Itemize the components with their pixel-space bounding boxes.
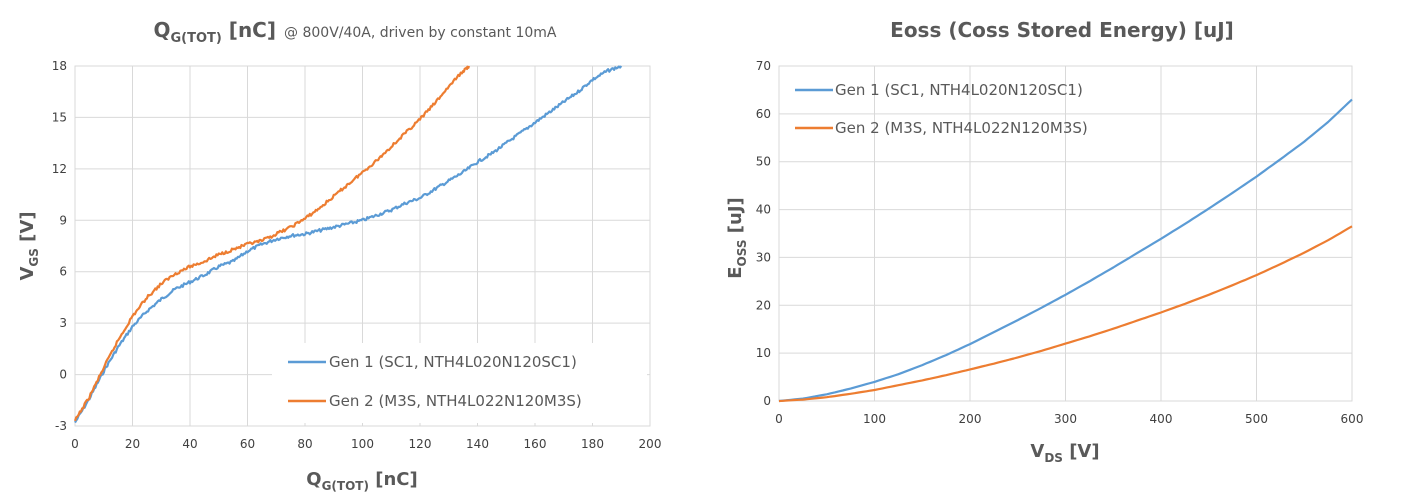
c2-y-tick-label: 10 — [756, 346, 771, 360]
chart2-series — [778, 98, 1353, 403]
chart1-title-main: Q — [153, 18, 170, 42]
chart1-y-axis-label: VGS [V] — [17, 211, 41, 280]
chart1-legend-box — [272, 343, 647, 423]
c1-x-tick-label: 20 — [125, 437, 140, 451]
c2-y-tick-label: 30 — [756, 250, 771, 264]
chart2-y-ticks: 0 10 20 30 40 50 60 70 — [756, 59, 771, 408]
c1-series-line-2 — [73, 65, 470, 422]
c2-x-tick-label: 600 — [1341, 412, 1364, 426]
chart1-y-ticks: -3 0 3 6 9 12 15 18 — [52, 59, 67, 433]
c1-x-tick-label: 40 — [182, 437, 197, 451]
c1-x-tick-label: 160 — [524, 437, 547, 451]
c1-x-tick-label: 60 — [240, 437, 255, 451]
chart2-x-ticks: 0 100 200 300 400 500 600 — [775, 412, 1363, 426]
c1-series-line-1 — [74, 65, 623, 424]
c2-y-tick-label: 70 — [756, 59, 771, 73]
chart1-legend-label-gen2: Gen 2 (M3S, NTH4L022N120M3S) — [329, 392, 582, 410]
chart2-title: Eoss (Coss Stored Energy) [uJ] — [890, 18, 1234, 42]
c1-y-tick-label: 6 — [59, 265, 67, 279]
c2-series-line-2 — [778, 225, 1353, 403]
c1-y-tick-label: 15 — [52, 110, 67, 124]
chart2-xlabel-suffix: [V] — [1063, 441, 1100, 462]
c1-y-tick-label: 9 — [59, 213, 67, 227]
chart1-x-axis-label: QG(TOT) [nC] — [306, 469, 417, 493]
chart2-legend-label-gen1: Gen 1 (SC1, NTH4L020N120SC1) — [835, 81, 1083, 99]
chart1-x-ticks: 0 20 40 60 80 100 120 140 160 180 200 — [71, 437, 661, 451]
c2-y-tick-label: 0 — [763, 394, 771, 408]
chart1-title-note: @ 800V/40A, driven by constant 10mA — [284, 25, 557, 41]
chart2-legend-label-gen2: Gen 2 (M3S, NTH4L022N120M3S) — [835, 119, 1088, 137]
chart1-gridlines — [74, 65, 651, 427]
c1-y-tick-label: -3 — [55, 419, 67, 433]
c1-x-tick-label: 180 — [581, 437, 604, 451]
chart1-ylabel-main: V — [17, 267, 38, 281]
chart2-gridlines — [778, 65, 1353, 402]
chart1-title-suffix: [nC] — [222, 18, 276, 42]
c2-x-tick-label: 200 — [959, 412, 982, 426]
c2-series-line-1 — [778, 98, 1353, 403]
chart2-legend: Gen 1 (SC1, NTH4L020N120SC1) Gen 2 (M3S,… — [795, 81, 1088, 137]
chart1-title-sub: G(TOT) — [171, 31, 222, 46]
chart1-title: QG(TOT) [nC] @ 800V/40A, driven by consta… — [153, 18, 556, 46]
c2-y-tick-label: 40 — [756, 203, 771, 217]
gate-charge-chart: QG(TOT) [nC] @ 800V/40A, driven by consta… — [17, 18, 661, 493]
c2-y-tick-label: 50 — [756, 155, 771, 169]
c2-x-tick-label: 500 — [1245, 412, 1268, 426]
chart1-xlabel-sub: G(TOT) — [322, 479, 369, 493]
chart2-ylabel-main: E — [725, 266, 746, 278]
c1-x-tick-label: 100 — [351, 437, 374, 451]
chart2-ylabel-sub: OSS — [735, 239, 749, 266]
c1-x-tick-label: 80 — [297, 437, 312, 451]
chart1-series — [73, 65, 623, 424]
chart1-ylabel-sub: GS — [27, 248, 41, 267]
c2-y-tick-label: 20 — [756, 298, 771, 312]
c1-x-tick-label: 200 — [639, 437, 662, 451]
c2-x-tick-label: 300 — [1054, 412, 1077, 426]
c1-y-tick-label: 12 — [52, 162, 67, 176]
c1-x-tick-label: 0 — [71, 437, 79, 451]
chart2-xlabel-main: V — [1030, 441, 1044, 462]
c1-y-tick-label: 0 — [59, 368, 67, 382]
c1-x-tick-label: 140 — [466, 437, 489, 451]
c2-x-tick-label: 400 — [1150, 412, 1173, 426]
chart1-xlabel-suffix: [nC] — [369, 469, 418, 490]
c1-y-tick-label: 18 — [52, 59, 67, 73]
c2-x-tick-label: 0 — [775, 412, 783, 426]
chart1-legend-label-gen1: Gen 1 (SC1, NTH4L020N120SC1) — [329, 353, 577, 371]
eoss-chart: Eoss (Coss Stored Energy) [uJ] 0 10 20 30 40… — [725, 18, 1363, 465]
chart1-ylabel-suffix: [V] — [17, 211, 38, 248]
chart2-y-axis-label: EOSS [uJ] — [725, 197, 749, 278]
c1-x-tick-label: 120 — [409, 437, 432, 451]
chart1-legend: Gen 1 (SC1, NTH4L020N120SC1) Gen 2 (M3S,… — [272, 343, 647, 423]
chart1-xlabel-main: Q — [306, 469, 321, 490]
c1-y-tick-label: 3 — [59, 316, 67, 330]
chart2-x-axis-label: VDS [V] — [1030, 441, 1099, 465]
chart2-ylabel-suffix: [uJ] — [725, 197, 746, 239]
c2-y-tick-label: 60 — [756, 107, 771, 121]
chart2-xlabel-sub: DS — [1044, 451, 1063, 465]
c2-x-tick-label: 100 — [863, 412, 886, 426]
